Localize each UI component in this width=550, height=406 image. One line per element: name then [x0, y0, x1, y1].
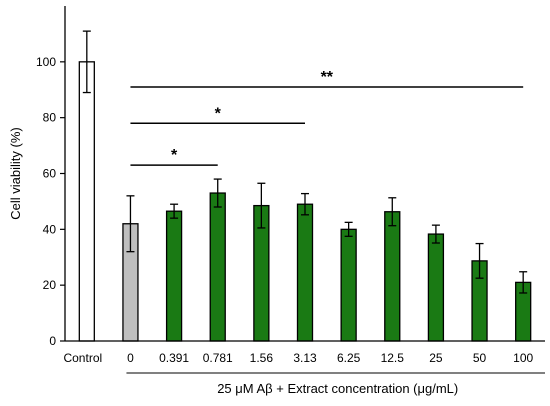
significance-label: **: [321, 69, 334, 86]
category-label: 6.25: [337, 351, 361, 365]
y-ticks: 0 20 40 60 80 100: [36, 55, 65, 348]
bar: [340, 228, 357, 342]
error-bars: [82, 30, 528, 294]
bar: [384, 211, 401, 342]
significance-label: *: [215, 105, 222, 122]
category-label: 0: [127, 351, 134, 365]
y-axis-label: Cell viability (%): [8, 127, 23, 219]
y-tick-label: 0: [49, 334, 56, 348]
category-label: 100: [513, 351, 533, 365]
y-tick-label: 60: [43, 167, 57, 181]
bar: [209, 192, 226, 342]
bar: [165, 210, 183, 342]
category-label: 1.56: [250, 351, 274, 365]
y-tick-label: 100: [36, 55, 56, 69]
category-labels: Control 0 0.391 0.781 1.56 3.13 6.25 12.5 25 50 10…: [63, 351, 533, 365]
y-tick-label: 40: [43, 222, 57, 236]
bar: [78, 61, 95, 342]
category-label: 0.391: [159, 351, 189, 365]
y-tick-label: 80: [43, 111, 57, 125]
category-label: 12.5: [381, 351, 405, 365]
significance-label: *: [171, 147, 178, 164]
category-label: 25: [429, 351, 443, 365]
category-label: 0.781: [203, 351, 233, 365]
category-label: 50: [473, 351, 487, 365]
category-label: Control: [63, 351, 102, 365]
significance-brackets: ****: [130, 69, 524, 166]
group-label: 25 μM Aβ + Extract concentration (μg/mL): [217, 381, 458, 396]
bar: [427, 233, 445, 342]
y-tick-label: 20: [43, 278, 57, 292]
category-label: 3.13: [293, 351, 317, 365]
bars: [78, 61, 532, 342]
bar: [296, 203, 314, 342]
